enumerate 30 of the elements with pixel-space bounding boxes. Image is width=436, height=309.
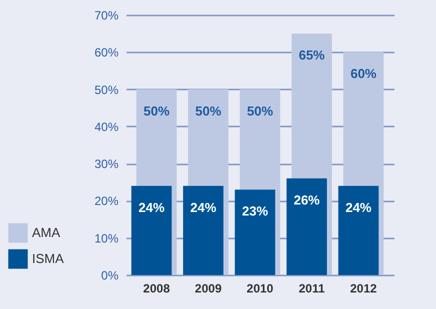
data-label: 24%: [345, 200, 372, 215]
y-tick-label: 10%: [94, 231, 119, 246]
bar: [338, 186, 379, 275]
legend-label: ISMA: [32, 251, 64, 266]
y-tick-label: 70%: [94, 8, 119, 22]
data-label: 26%: [294, 192, 320, 208]
data-label: 60%: [350, 66, 377, 82]
data-label: 50%: [144, 103, 170, 118]
x-tick-label: 2011: [298, 282, 326, 296]
data-label: 24%: [190, 200, 217, 215]
y-tick-label: 30%: [94, 157, 119, 172]
y-tick-label: 40%: [94, 120, 119, 134]
x-tick-label: 2010: [246, 282, 274, 296]
x-tick-label: 2012: [350, 282, 378, 296]
data-label: 50%: [246, 103, 274, 118]
y-tick-label: 50%: [94, 82, 119, 97]
legend-label: AMA: [32, 225, 60, 240]
y-tick-label: 20%: [94, 194, 119, 208]
data-label: 50%: [195, 103, 222, 118]
bar: [183, 186, 224, 275]
x-tick-label: 2009: [194, 282, 222, 296]
y-tick-label: 0%: [101, 268, 119, 282]
data-label: 65%: [298, 48, 326, 63]
y-tick-label: 60%: [94, 46, 119, 60]
bar: [286, 178, 327, 275]
data-label: 23%: [242, 204, 268, 219]
bar: [131, 186, 172, 275]
bar: [234, 190, 276, 275]
data-label: 24%: [138, 200, 165, 215]
x-tick-label: 2008: [143, 282, 170, 296]
